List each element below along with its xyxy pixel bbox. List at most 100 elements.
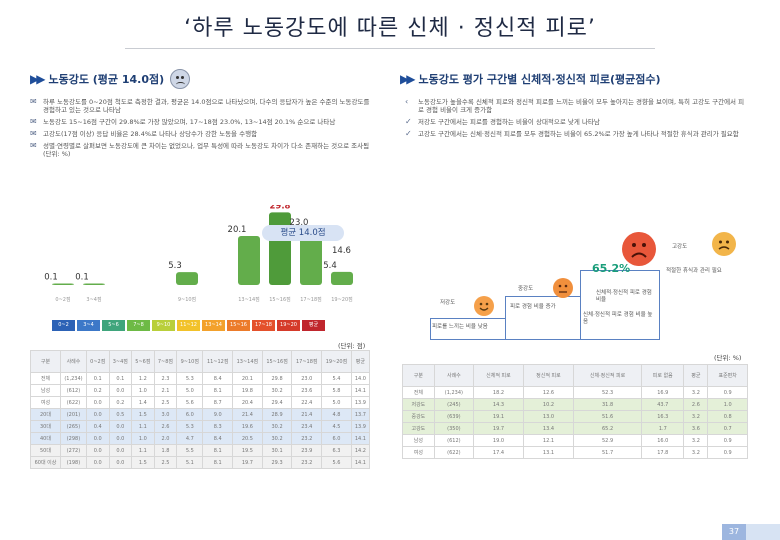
bullet-item: ✓ 고강도 구간에서는 신체·정신적 피로를 모두 경험하는 비율이 65.2%로… xyxy=(405,130,745,139)
envelope-icon: ✉ xyxy=(30,97,37,106)
table-cell: 20대 xyxy=(30,408,61,421)
table-header-cell: 0~2점 xyxy=(85,350,110,373)
table-header-cell: 15~16점 xyxy=(261,350,293,373)
level-strip-cell: 15~16 xyxy=(227,320,250,331)
table-cell: (612) xyxy=(433,434,474,447)
bar-13~14점 xyxy=(238,236,260,285)
table-cell: 52.9 xyxy=(572,434,643,447)
bar-3~4점 xyxy=(83,283,105,285)
table-cell: 3.2 xyxy=(683,386,709,399)
table-cell: 5.1 xyxy=(176,456,204,469)
table-cell: 14.3 xyxy=(472,398,524,411)
table-cell: 14.1 xyxy=(350,384,371,397)
table-cell: 저강도 xyxy=(402,398,435,411)
table-cell: 0.0 xyxy=(108,420,133,433)
table-cell: 3.0 xyxy=(153,408,178,421)
left-bullet-list: ✉ 하루 노동강도를 0~20점 척도로 측정한 결과, 평균은 14.0점으로 … xyxy=(30,98,370,162)
table-cell: 3.2 xyxy=(683,410,709,423)
step-high xyxy=(580,270,660,340)
page-number: 37 xyxy=(722,524,746,540)
table-cell: 전체 xyxy=(30,372,61,385)
table-cell: 19.7 xyxy=(472,422,524,435)
table-cell: 14.1 xyxy=(350,456,371,469)
table-cell: 1.0 xyxy=(131,384,155,397)
table-cell: 23.4 xyxy=(291,420,323,433)
step-low-desc: 피로를 느끼는 비율 낮음 xyxy=(432,324,488,330)
table-row: 여성 (622) 0.0 0.2 1.4 2.5 5.6 8.7 20.4 29.4 22.4 5.0… xyxy=(30,396,371,409)
table-row: 30대 (265) 0.4 0.0 1.1 2.6 5.3 8.3 19.6 30.2 23.4 4.… xyxy=(30,420,371,433)
table-cell: 10.2 xyxy=(522,398,574,411)
table-cell: 여성 xyxy=(402,446,435,459)
table-cell: (350) xyxy=(433,422,474,435)
table-cell: 2.5 xyxy=(153,396,178,409)
table-cell: 16.9 xyxy=(641,386,685,399)
table-header-cell: 19~20점 xyxy=(321,350,352,373)
bar-category-label: 19~20점 xyxy=(331,296,353,303)
right-unit-label: (단위: %) xyxy=(714,354,742,362)
table-cell: 29.8 xyxy=(261,372,293,385)
table-cell: 18.2 xyxy=(472,386,524,399)
table-cell: 13.9 xyxy=(350,396,371,409)
table-cell: 5.4 xyxy=(321,372,352,385)
extra-value-label: 14.6 xyxy=(332,246,351,256)
table-cell: 1.1 xyxy=(131,420,155,433)
table-header-cell: 5~6점 xyxy=(131,350,155,373)
table-cell: 5.3 xyxy=(176,420,204,433)
bar-value-label: 23.0 xyxy=(290,218,309,228)
double-chevron-icon: ▶▶ xyxy=(400,72,416,86)
table-cell: 20.5 xyxy=(232,432,263,445)
level-strip-cell: 11~12 xyxy=(177,320,200,331)
table-cell: 0.2 xyxy=(85,384,110,397)
table-cell: 31.8 xyxy=(572,398,643,411)
table-cell: 23.9 xyxy=(291,444,323,457)
table-header-cell: 평균 xyxy=(683,364,709,387)
table-cell: 0.0 xyxy=(85,408,110,421)
table-cell: 13.1 xyxy=(522,446,574,459)
table-cell: 0.1 xyxy=(108,372,133,385)
bullet-text: 노동강도 15~16점 구간이 29.8%로 가장 많았으며, 17~18점 2… xyxy=(43,118,336,126)
table-cell: 고강도 xyxy=(402,422,435,435)
sad-face-icon xyxy=(170,69,191,89)
table-cell: 0.2 xyxy=(108,396,133,409)
bullet-item: ✉ 노동강도 15~16점 구간이 29.8%로 가장 많았으며, 17~18점 … xyxy=(30,117,370,127)
table-cell: (201) xyxy=(59,408,87,421)
bullet-item: ‹ 노동강도가 높을수록 신체적 피로와 정신적 피로를 느끼는 비율이 모두 높… xyxy=(405,98,745,115)
table-cell: (612) xyxy=(59,384,87,397)
table-cell: 0.0 xyxy=(85,396,110,409)
table-header-cell: 사례수 xyxy=(59,350,87,373)
table-cell: 8.1 xyxy=(202,456,234,469)
table-row: 40대 (298) 0.0 0.0 1.0 2.0 4.7 8.4 20.5 30.2 23.2 6.… xyxy=(30,432,371,445)
bullet-text: 하루 노동강도를 0~20점 척도로 측정한 결과, 평균은 14.0점으로 나… xyxy=(43,98,370,114)
right-heading-text: 노동강도 평가 구간별 신체적·정신적 피로(평균점수) xyxy=(418,73,661,86)
table-cell: 1.7 xyxy=(641,422,685,435)
table-cell: 16.0 xyxy=(641,434,685,447)
left-section-heading: ▶▶ 노동강도 (평균 14.0점) xyxy=(30,69,191,89)
table-cell: 2.5 xyxy=(153,456,178,469)
table-cell: 22.4 xyxy=(291,396,323,409)
table-cell: 2.1 xyxy=(153,384,178,397)
table-cell: 17.8 xyxy=(641,446,685,459)
table-cell: 6.0 xyxy=(321,432,352,445)
bar-17~18점 xyxy=(300,228,322,285)
table-cell: 19.1 xyxy=(472,410,524,423)
table-row: 전체 (1,234) 18.2 12.6 52.3 16.9 3.2 0.9 xyxy=(402,386,748,399)
table-cell: 65.2 xyxy=(572,422,643,435)
bar-category-label: 15~16점 xyxy=(269,296,291,303)
table-header-cell: 사례수 xyxy=(433,364,474,387)
smile-face-icon xyxy=(474,296,494,316)
table-cell: 23.6 xyxy=(291,384,323,397)
table-cell: 0.9 xyxy=(707,386,748,399)
table-cell: 0.9 xyxy=(707,446,748,459)
level-strip: 0~2 3~4 5~6 7~8 9~10 11~12 13~14 15~16 17~18 19~2… xyxy=(52,320,325,331)
table-cell: 13.9 xyxy=(350,420,371,433)
table-row: 고강도 (350) 19.7 13.4 65.2 1.7 3.6 0.7 xyxy=(402,422,748,435)
table-cell: 6.3 xyxy=(321,444,352,457)
table-cell: 5.8 xyxy=(321,384,352,397)
level-strip-cell: 17~18 xyxy=(252,320,275,331)
right-bullet-list: ‹ 노동강도가 높을수록 신체적 피로와 정신적 피로를 느끼는 비율이 모두 높… xyxy=(405,98,745,142)
table-cell: 2.6 xyxy=(153,420,178,433)
bar-category-label: 13~14점 xyxy=(238,296,260,303)
envelope-icon: ✉ xyxy=(30,117,37,126)
table-cell: 1.5 xyxy=(131,456,155,469)
table-cell: 5.0 xyxy=(321,396,352,409)
